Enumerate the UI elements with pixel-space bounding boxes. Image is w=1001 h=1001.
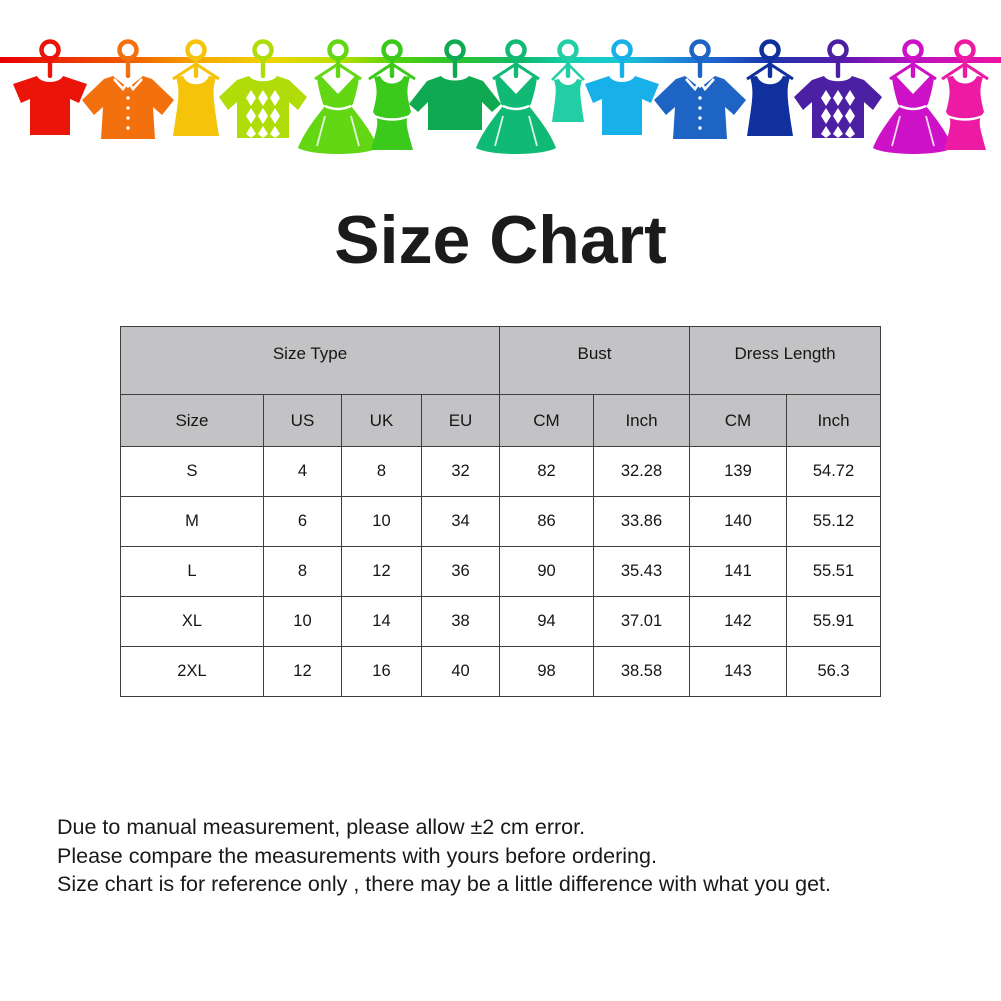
table-row-l: L 8 12 36 90 35.43 141 55.51 [119, 546, 882, 597]
note-line: Due to manual measurement, please allow … [57, 815, 586, 839]
cell: 32.28 [593, 446, 691, 497]
cell: 98 [499, 646, 595, 697]
argyle-sweater-icon [218, 42, 308, 139]
cell: 37.01 [593, 596, 691, 647]
column-header-uk: UK [340, 394, 422, 447]
cell: 2XL [119, 646, 264, 697]
cell: 35.43 [593, 546, 691, 597]
table-row-2xl: 2XL 12 16 40 98 38.58 143 56.3 [119, 646, 882, 697]
group-header-dress-length: Dress Length [689, 326, 882, 395]
cell: L [119, 546, 264, 597]
cell: 12 [340, 546, 422, 597]
size-chart-table: Size Type Bust Dress Length Size US UK E… [119, 326, 882, 697]
cell: 142 [689, 596, 788, 647]
cell: 54.72 [786, 446, 882, 497]
cell: 38.58 [593, 646, 691, 697]
column-header-us: US [262, 394, 342, 447]
cell: 139 [689, 446, 788, 497]
cell: 34 [420, 496, 501, 547]
tank-top-icon [171, 42, 221, 137]
cell: 12 [262, 646, 342, 697]
tank-top-icon [745, 42, 795, 137]
column-header-eu: EU [420, 394, 501, 447]
argyle-sweater-icon [793, 42, 883, 139]
cell: 10 [262, 596, 342, 647]
column-header-length-cm: CM [689, 394, 788, 447]
column-header-bust-inch: Inch [593, 394, 691, 447]
cell: 56.3 [786, 646, 882, 697]
cell: 143 [689, 646, 788, 697]
rainbow-clothesline [0, 57, 1001, 63]
table-column-header-row: Size US UK EU CM Inch CM Inch [119, 394, 882, 447]
group-header-bust: Bust [499, 326, 691, 395]
cell: M [119, 496, 264, 547]
cell: 40 [420, 646, 501, 697]
group-header-size-type: Size Type [119, 326, 501, 395]
table-group-header-row: Size Type Bust Dress Length [119, 326, 882, 395]
cell: 8 [262, 546, 342, 597]
note-line: Please compare the measurements with you… [57, 843, 657, 868]
cell: 16 [340, 646, 422, 697]
cell: 8 [340, 446, 422, 497]
cell: 55.51 [786, 546, 882, 597]
cell: 38 [420, 596, 501, 647]
button-shirt-icon [652, 42, 748, 141]
button-shirt-icon [80, 42, 176, 141]
tshirt-icon [12, 42, 88, 136]
column-header-bust-cm: CM [499, 394, 595, 447]
cell: 55.91 [786, 596, 882, 647]
tshirt-icon [584, 42, 660, 136]
cell: 140 [689, 496, 788, 547]
small-tank-top-icon [550, 42, 586, 123]
clothesline-banner [0, 0, 1001, 156]
cell: 141 [689, 546, 788, 597]
column-header-size: Size [119, 394, 264, 447]
cell: 6 [262, 496, 342, 547]
column-header-length-inch: Inch [786, 394, 882, 447]
note-line: Size chart is for reference only , there… [57, 872, 831, 896]
cell: 33.86 [593, 496, 691, 547]
long-sleeve-top-icon [408, 42, 502, 131]
table-row-m: M 6 10 34 86 33.86 140 55.12 [119, 496, 882, 547]
table-row-xl: XL 10 14 38 94 37.01 142 55.91 [119, 596, 882, 647]
cell: 10 [340, 496, 422, 547]
cell: 55.12 [786, 496, 882, 547]
cell: 86 [499, 496, 595, 547]
cell: S [119, 446, 264, 497]
cell: 4 [262, 446, 342, 497]
cell: 36 [420, 546, 501, 597]
cell: XL [119, 596, 264, 647]
cell: 14 [340, 596, 422, 647]
page-title: Size Chart [334, 202, 667, 278]
cell: 82 [499, 446, 595, 497]
cell: 32 [420, 446, 501, 497]
cell: 90 [499, 546, 595, 597]
table-row-s: S 4 8 32 82 32.28 139 54.72 [119, 446, 882, 497]
disclaimer-notes: Due to manual measurement, please allow … [57, 813, 1001, 899]
cell: 94 [499, 596, 595, 647]
